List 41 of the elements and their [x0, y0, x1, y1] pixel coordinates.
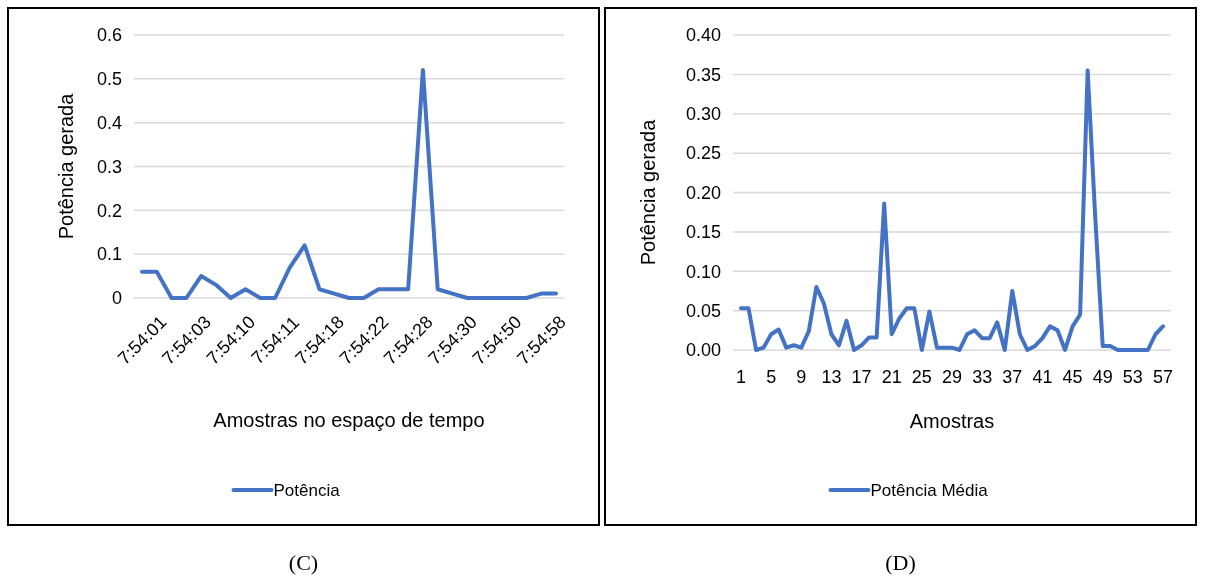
text: (D) — [885, 550, 916, 575]
y-tick-label: 0.35 — [685, 64, 721, 85]
y-tick-label: 0.6 — [96, 25, 122, 46]
y-tick-label: 0.05 — [685, 300, 721, 321]
x-tick-label: 29 — [941, 367, 963, 387]
x-tick-label: 53 — [1122, 367, 1143, 387]
y-tick-label: 0.10 — [685, 261, 721, 282]
x-tick-label: 49 — [1092, 367, 1113, 387]
line-series — [739, 68, 1165, 352]
y-tick-label: 0.00 — [685, 340, 721, 361]
x-axis-title: Amostras no espaço de tempo — [213, 409, 485, 431]
y-tick-label: 0.25 — [685, 143, 721, 164]
y-tick-label: 0.1 — [96, 244, 122, 265]
y-tick-label: 0.5 — [96, 69, 122, 90]
x-tick-label: 13 — [821, 367, 842, 387]
line-series — [140, 68, 558, 300]
x-tick-label: 41 — [1032, 367, 1053, 387]
y-tick-label: 0.30 — [685, 104, 721, 125]
x-tick-label: 37 — [1002, 367, 1023, 387]
x-tick-label: 45 — [1062, 367, 1083, 387]
legend-label: Potência Média — [870, 480, 989, 500]
y-tick-label: 0.40 — [685, 25, 721, 46]
y-tick-label: 0.20 — [685, 182, 721, 203]
y-tick-label: 0 — [111, 288, 122, 309]
x-tick-label: 1 — [735, 367, 747, 387]
y-tick-label: 0.3 — [96, 156, 122, 177]
x-tick-label: 25 — [911, 367, 932, 387]
y-axis-title: Potência gerada — [637, 118, 659, 266]
legend-label: Potência — [273, 480, 341, 500]
x-tick-label: 17 — [851, 367, 872, 387]
y-tick-label: 0.2 — [96, 200, 122, 221]
x-tick-label: 5 — [766, 367, 777, 387]
x-tick-label: 57 — [1152, 367, 1174, 387]
x-tick-label: 9 — [796, 367, 807, 387]
text: (C) — [288, 550, 319, 575]
x-tick-label: 21 — [881, 367, 902, 387]
y-tick-label: 0.15 — [685, 222, 721, 243]
x-axis-title: Amostras — [909, 410, 995, 432]
y-tick-label: 0.4 — [96, 112, 122, 133]
y-axis-title: Potência gerada — [55, 92, 77, 240]
x-tick-label: 33 — [972, 367, 993, 387]
